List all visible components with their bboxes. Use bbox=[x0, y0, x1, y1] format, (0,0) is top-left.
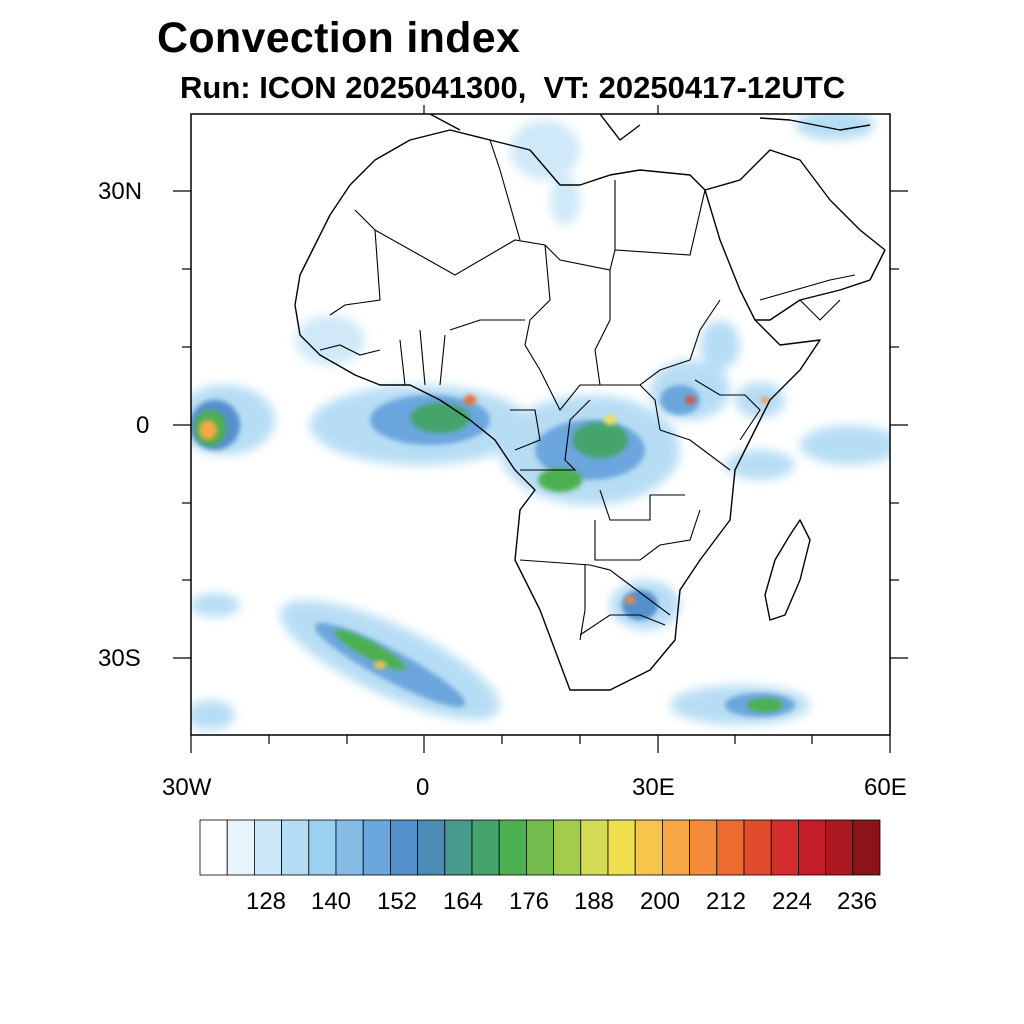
colorbar-swatch bbox=[281, 819, 310, 876]
convection-cell bbox=[795, 114, 875, 140]
colorbar-swatch bbox=[743, 819, 772, 876]
colorbar-swatch bbox=[308, 819, 337, 876]
colorbar-swatch bbox=[689, 819, 718, 876]
convection-cell bbox=[572, 422, 628, 458]
map-title: Convection index bbox=[157, 14, 521, 62]
colorbar-label: 212 bbox=[705, 888, 747, 915]
colorbar-label: 200 bbox=[639, 888, 681, 915]
colorbar-swatch bbox=[662, 819, 691, 876]
coastlines bbox=[294, 114, 886, 691]
convection-field bbox=[191, 114, 890, 730]
map-subtitle: Run: ICON 2025041300, VT: 20250417-12UTC bbox=[180, 70, 846, 105]
madagascar-coastline bbox=[764, 519, 811, 621]
colorbar-swatch bbox=[580, 819, 609, 876]
colorbar-swatch bbox=[716, 819, 745, 876]
colorbar-swatch bbox=[199, 819, 228, 876]
convection-cell bbox=[747, 698, 783, 712]
colorbar-swatch bbox=[607, 819, 636, 876]
convection-cell bbox=[464, 395, 476, 405]
colorbar-swatch bbox=[852, 819, 881, 876]
convection-cell bbox=[191, 700, 235, 730]
convection-cell bbox=[735, 382, 785, 418]
colorbar-label: 236 bbox=[836, 888, 878, 915]
colorbar-label: 224 bbox=[771, 888, 813, 915]
convection-cell bbox=[410, 403, 470, 433]
africa-coastline bbox=[294, 129, 821, 691]
colorbar-swatch bbox=[471, 819, 500, 876]
colorbar-label: 140 bbox=[310, 888, 352, 915]
lat-label-0: 0 bbox=[136, 412, 150, 439]
arabia-coastline bbox=[704, 149, 886, 321]
colorbar-swatch bbox=[335, 819, 364, 876]
convection-cell bbox=[191, 593, 240, 617]
convection-cell bbox=[660, 385, 700, 415]
europe-coastline bbox=[429, 114, 871, 141]
convection-cell bbox=[725, 450, 795, 480]
convection-cell bbox=[295, 315, 365, 365]
convection-cell bbox=[334, 629, 406, 671]
lon-label-30w: 30W bbox=[162, 774, 212, 801]
convection-cell bbox=[550, 175, 580, 225]
colorbar-swatch bbox=[526, 819, 555, 876]
convection-cell bbox=[374, 661, 386, 669]
convection-cell bbox=[604, 415, 616, 425]
lon-label-30e: 30E bbox=[632, 774, 675, 801]
colorbar-label: 188 bbox=[573, 888, 615, 915]
lat-label-30s: 30S bbox=[98, 645, 141, 672]
colorbar-swatch bbox=[253, 819, 282, 876]
convection-cell bbox=[625, 596, 635, 604]
colorbar-swatch bbox=[770, 819, 799, 876]
colorbar-swatch bbox=[226, 819, 255, 876]
colorbar-swatch bbox=[417, 819, 446, 876]
colorbar-label: 176 bbox=[508, 888, 550, 915]
colorbar-swatch bbox=[389, 819, 418, 876]
lat-label-30n: 30N bbox=[98, 178, 143, 205]
colorbar-swatch bbox=[798, 819, 827, 876]
convection-cell bbox=[199, 420, 217, 440]
convection-cell bbox=[800, 425, 890, 465]
colorbar-swatch bbox=[362, 819, 391, 876]
colorbar-swatch bbox=[553, 819, 582, 876]
lon-label-60e: 60E bbox=[864, 774, 907, 801]
lon-label-0: 0 bbox=[416, 774, 430, 801]
colorbar-swatch bbox=[498, 819, 527, 876]
colorbar-label: 152 bbox=[376, 888, 418, 915]
convection-cell bbox=[700, 320, 740, 370]
colorbar-label: 128 bbox=[245, 888, 287, 915]
country-borders bbox=[319, 139, 856, 641]
colorbar-label: 164 bbox=[442, 888, 484, 915]
convection-cell bbox=[685, 396, 695, 404]
axis-ticks bbox=[173, 105, 908, 753]
colorbar bbox=[199, 819, 881, 876]
convection-cell bbox=[538, 468, 582, 492]
colorbar-swatch bbox=[634, 819, 663, 876]
convection-cell bbox=[761, 397, 769, 403]
colorbar-swatch bbox=[825, 819, 854, 876]
colorbar-swatch bbox=[444, 819, 473, 876]
convection-cell bbox=[510, 120, 580, 180]
